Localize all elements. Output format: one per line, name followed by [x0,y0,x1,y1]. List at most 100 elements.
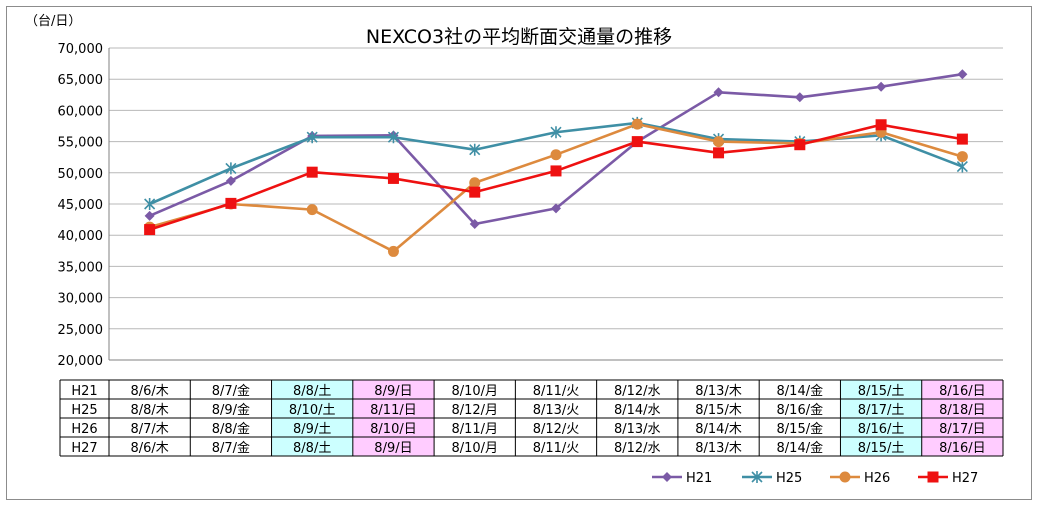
table-cell-bg [677,418,760,437]
y-tick-label: 55,000 [58,136,104,151]
legend-entry-H26: H26 [830,471,890,486]
data-point-H27 [875,119,887,131]
data-point-H26 [956,151,968,163]
legend-label: H21 [686,471,712,486]
table-cell: 8/13/火 [533,403,580,418]
table-cell-bg [352,399,435,418]
table-cell-bg [921,380,1003,399]
data-point-H25 [387,131,400,144]
table-cell: 8/16/土 [858,422,905,437]
table-cell-bg [921,418,1003,437]
data-point-H27 [956,133,968,145]
data-point-H21 [794,92,805,103]
data-point-H27 [794,139,806,151]
table-cell-bg [596,437,678,456]
table-cell-bg [434,418,516,437]
table-cell: 8/16/日 [939,384,986,399]
legend: H21 H25 H26 H27 [652,471,978,486]
data-point-H25 [469,143,481,156]
series-layer [144,69,968,257]
data-point-H21 [957,69,968,80]
legend-entry-H21: H21 [652,471,712,486]
table-row-label: H21 [71,384,97,399]
table-cell-bg [271,399,353,418]
data-point-H21 [225,175,236,186]
table-cell: 8/7/木 [130,422,168,437]
table-cell: 8/17/土 [858,403,905,418]
y-tick-label: 70,000 [58,42,104,57]
data-point-H27 [144,224,156,236]
series-line-H21 [149,72,963,226]
table-cell-bg [596,399,678,418]
series-H25 [144,116,968,210]
table-cell: 8/9/金 [212,402,250,418]
table-cell-bg [840,418,922,437]
table-cell: 8/8/土 [293,441,331,456]
y-tick-label: 45,000 [58,198,104,213]
data-point-H25 [144,198,156,210]
table-cell-bg [840,437,922,456]
data-point-H27 [225,197,237,209]
table-cell: 8/7/金 [212,440,250,456]
legend-marker [839,471,851,483]
y-tick-label: 65,000 [58,73,104,88]
legend-marker [751,471,763,483]
legend-marker [927,471,939,483]
table-cell-bg [515,399,597,418]
table-cell: 8/11/月 [451,422,498,437]
table-cell: 8/15/土 [858,441,905,456]
table-cell: 8/18/日 [939,403,986,418]
date-table: 8/6/木 8/7/金 8/8/土 8/9/日 8/10/月 8/11/火 8/12/水 8/… [59,379,1004,457]
data-point-H27 [713,147,725,159]
table-cell-bg [271,380,353,399]
data-point-H21 [551,203,561,214]
y-tick-label: 25,000 [58,323,104,338]
table-cell-bg [515,418,597,437]
table-cell-bg [677,437,760,456]
data-point-H25 [550,126,562,139]
table-cell: 8/15/土 [858,384,905,399]
table-cell: 8/12/火 [533,422,580,437]
table-cell: 8/14/金 [777,440,824,456]
table-cell-bg [515,380,597,399]
data-point-H26 [550,149,562,161]
legend-label: H27 [952,471,978,486]
table-cell: 8/12/月 [451,403,498,418]
legend-entry-H25: H25 [742,471,802,486]
table-cell-bg [434,380,516,399]
table-cell-bg [271,437,353,456]
table-cell-bg [352,437,435,456]
data-point-H27 [306,166,318,178]
table-cell: 8/6/木 [130,441,168,456]
table-row-label: H26 [71,422,97,437]
table-cell: 8/14/水 [614,403,661,418]
y-tick-label: 20,000 [58,354,104,369]
y-axis-ticks: 20,000 25,000 30,000 35,000 40,000 45,000 50,0… [58,42,104,369]
legend-entry-H27: H27 [918,471,978,486]
gridlines [108,47,1003,361]
table-cell-bg [109,399,191,418]
table-cell-bg [840,380,922,399]
table-cell-bg [759,437,841,456]
data-point-H26 [306,204,318,216]
legend-label: H26 [864,471,890,486]
table-cell: 8/17/日 [939,422,986,437]
table-cell-bg [190,380,272,399]
data-point-H25 [306,131,318,144]
table-cell-bg [352,418,435,437]
data-point-H25 [225,162,237,175]
table-cell: 8/9/土 [293,422,331,437]
table-cell-bg [921,399,1003,418]
table-cell: 8/16/金 [777,402,824,418]
table-cell: 8/13/木 [695,441,742,456]
table-cell: 8/13/水 [614,422,661,437]
table-cell-bg [759,418,841,437]
y-tick-label: 30,000 [58,292,104,307]
table-cell: 8/11/火 [533,441,580,456]
legend-label: H25 [776,471,802,486]
table-cell-bg [109,380,191,399]
table-cell: 8/8/木 [130,403,168,418]
data-point-H26 [713,136,725,148]
table-cell-bg [921,437,1003,456]
